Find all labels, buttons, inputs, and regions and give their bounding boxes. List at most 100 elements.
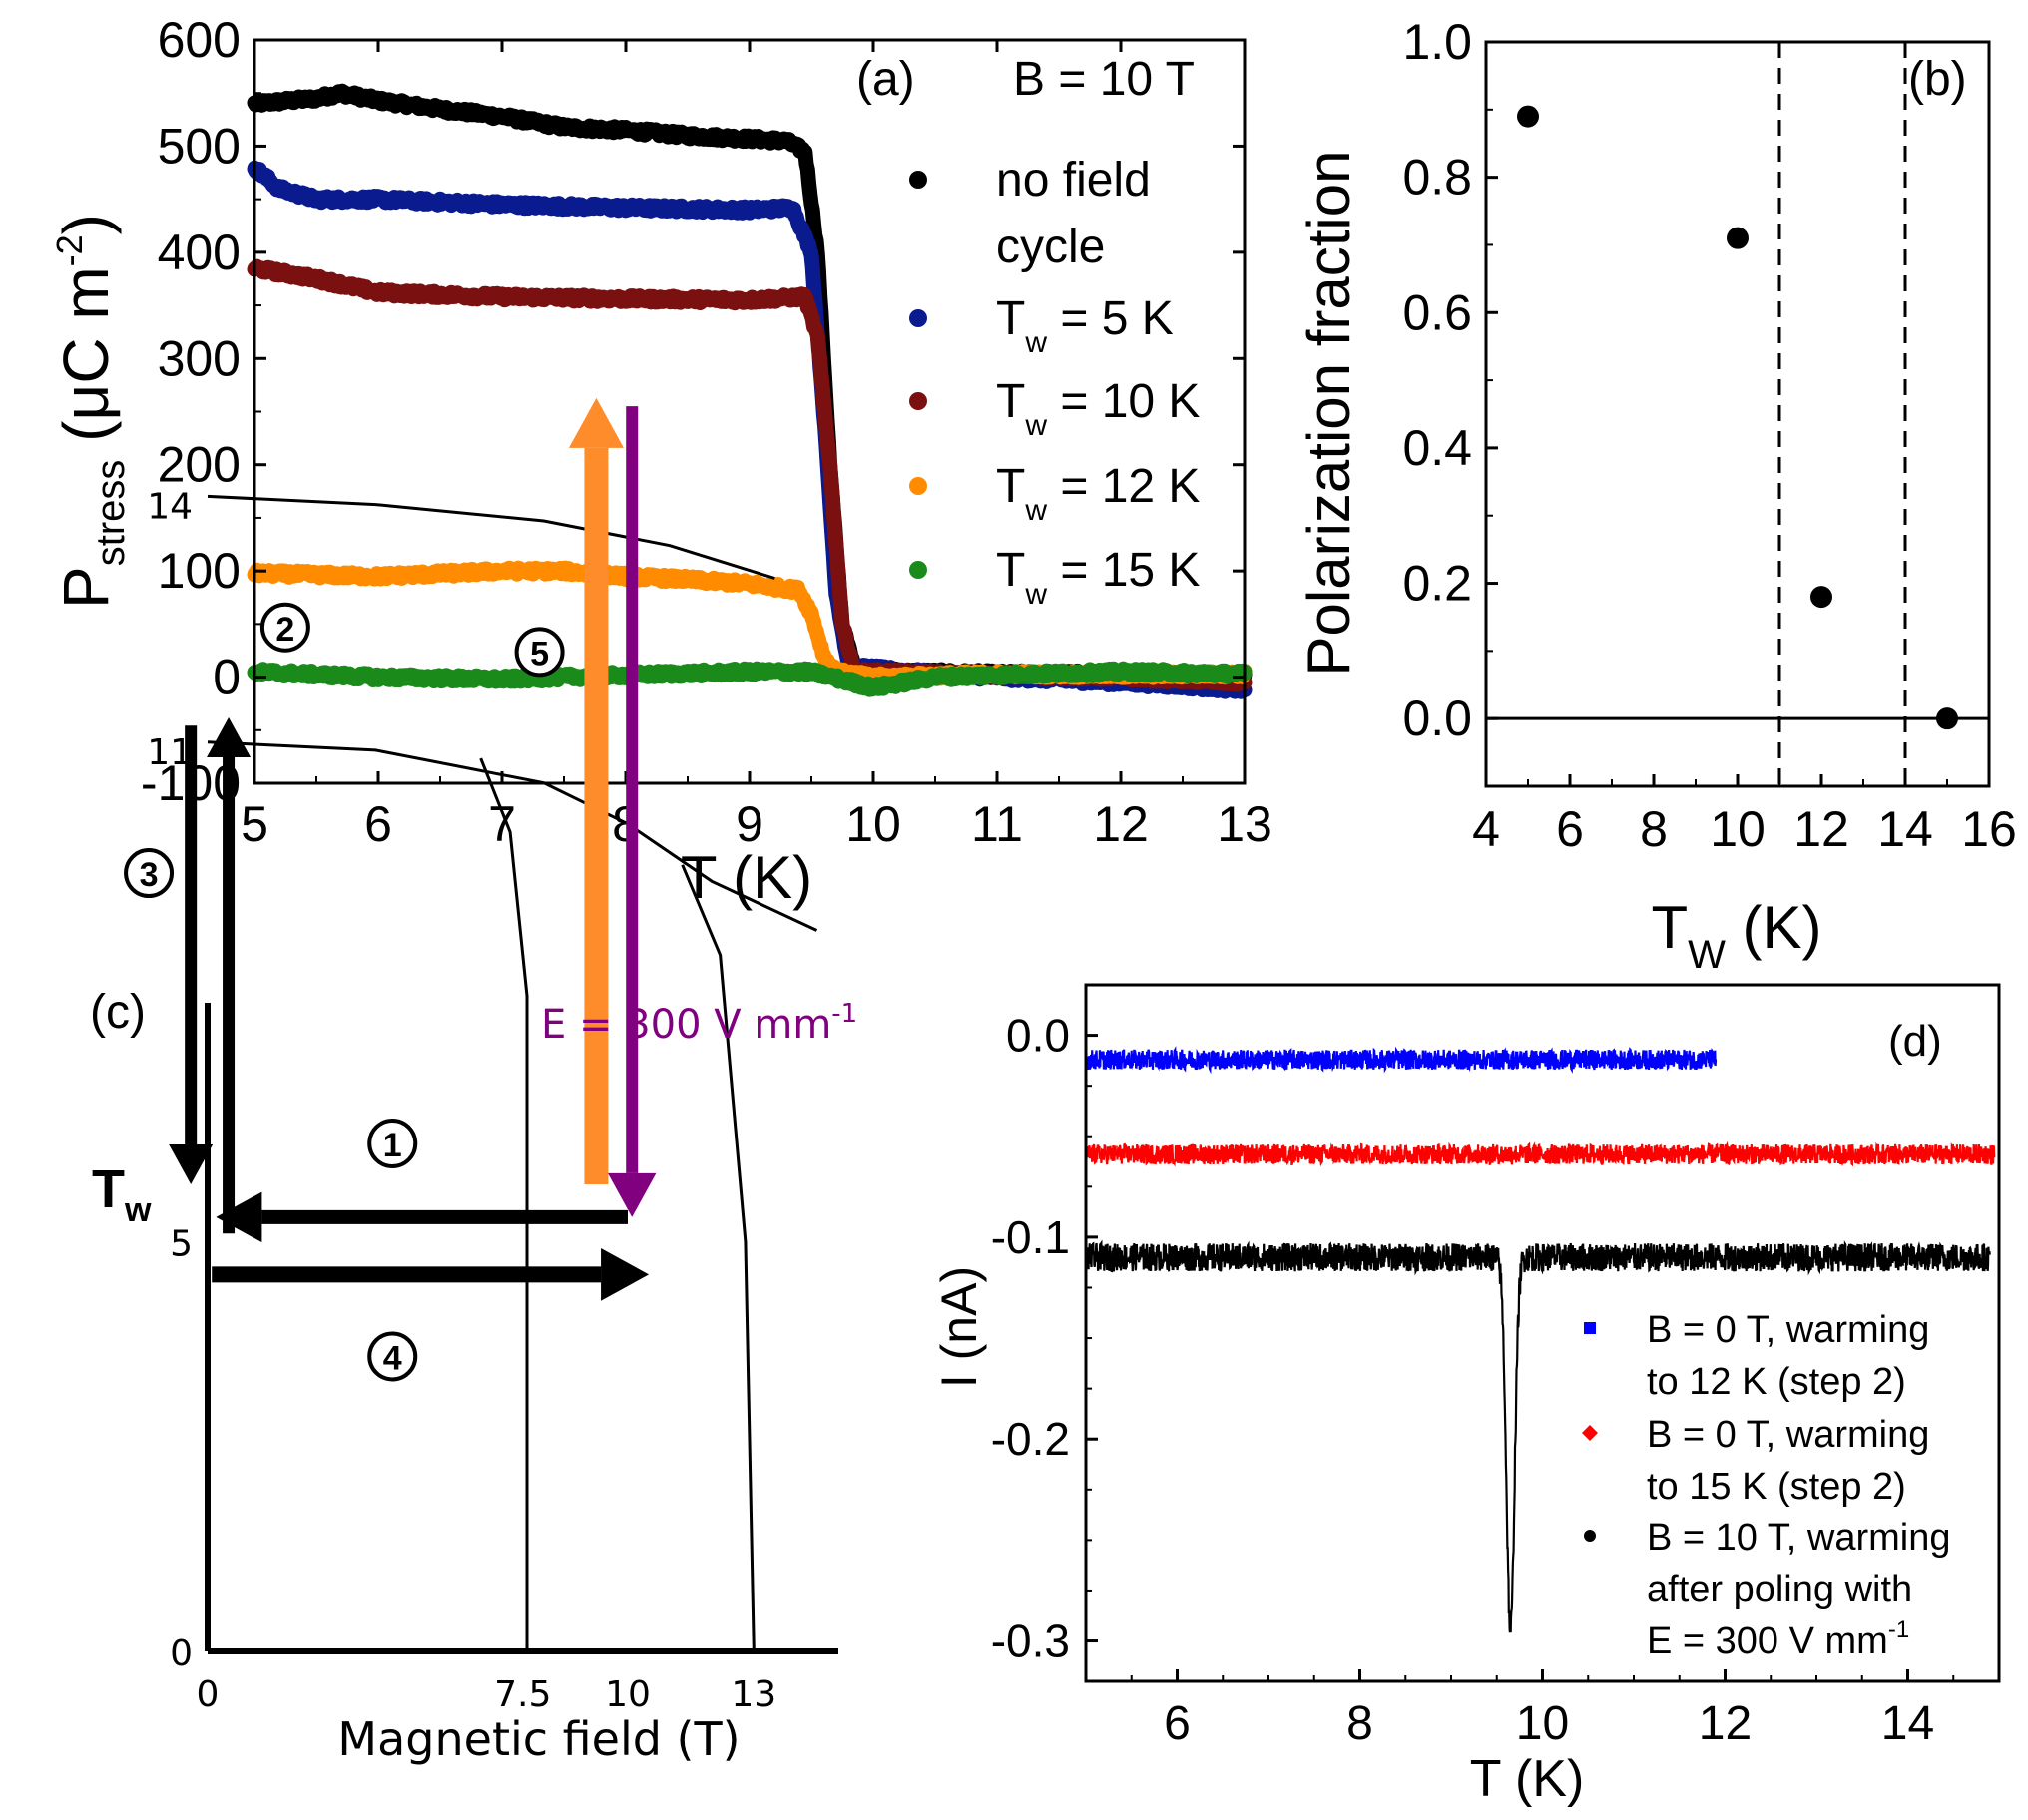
panel-c-arrow-step5-purple [608,406,657,1217]
panel-d-ytick-label: -0.2 [991,1413,1070,1465]
panel-a-point [309,91,323,106]
panel-d-ylabel-wrap: I (nA) [931,1266,987,1388]
panel-a-ytick-label: 100 [158,543,241,599]
panel-a-legend-text: cycle [996,221,1105,273]
panel-c-ytick-label: 14 [147,487,193,528]
panel-a-point [371,192,385,207]
panel-c-label: (c) [90,986,146,1039]
panel-c-ylabel-main: T [92,1159,125,1219]
panel-a-ytick-label: 400 [158,225,241,280]
panel-d-xtick-label: 8 [1346,1697,1373,1750]
panel-a-ylabel-sub: stress [89,460,133,567]
panel-b-ylabel-wrap: Polarization fraction [1295,151,1362,677]
panel-a-ylabel-sup: -2 [49,234,90,266]
panel-a-point [495,197,509,212]
panel-a-point [743,203,757,218]
panel-b-frame [1484,40,1991,788]
panel-d-legend-text: after poling with [1647,1569,1912,1610]
panel-a-ytick-label: 500 [158,118,241,174]
panel-b-xtick-label: 14 [1877,801,1933,857]
panel-a-point [557,564,571,579]
panel-c-arrow-step3-head [169,1144,214,1185]
panel-a-xtick-label: 12 [1093,796,1149,852]
panel-d-legend-sup: -1 [1888,1616,1909,1643]
panel-b-point [1517,105,1539,128]
panel-a-point [743,131,757,146]
panel-c-step-circle [259,602,310,653]
panel-c-step-marker: 3 [124,848,175,899]
panel-c-arrow-step3 [169,725,214,1185]
panel-a-point [495,564,509,579]
panel-d: 6 8 10 12 14 0.0 -0.1 -0.2 -0.3 (d) B = 0 T, war… [931,983,2001,1808]
panel-d-series [1084,1046,1996,1633]
panel-c-xtick-label: 10 [605,1674,651,1715]
panel-a-ytick-label: 600 [158,12,241,68]
panel-b-xlabel-sub: W [1688,933,1726,977]
panel-c-step-marker: 2 [259,602,310,653]
panel-b-ytick-label: 0.2 [1402,556,1472,612]
panel-b-xlabel: TW (K) [1651,894,1821,977]
panel-a-point [681,128,695,143]
panel-a-legend-marker [909,392,927,410]
panel-a-legend-marker [909,309,927,327]
panel-a-legend-text: Tw = 5 K [996,292,1174,359]
panel-a-legend-marker [909,171,927,189]
panel-a-point [619,201,633,216]
panel-d-ytick-label: 0.0 [1006,1010,1070,1062]
panel-a-point [779,134,794,149]
panel-a-xtick-label: 9 [736,796,763,852]
panel-a-point [371,93,385,108]
panel-a-point [804,606,818,621]
panel-a-xtick-label: 5 [241,796,268,852]
panel-a-point [743,665,757,680]
panel-a-point [495,109,509,124]
panel-d-series-line [1084,1046,1718,1075]
panel-b-ytick-label: 0.8 [1402,150,1472,206]
panel-c-xtick-label: 7.5 [494,1674,551,1715]
panel-a-ytick-label: 0 [213,650,241,705]
panel-a-legend-text: Tw = 15 K [996,544,1200,611]
panel-c-field-sup: -1 [831,999,857,1029]
panel-d-legend-text: B = 10 T, warming [1647,1517,1951,1559]
panel-b-ticks: 4 6 8 10 12 14 16 0.0 0.2 0.4 0.6 0.8 1.0 [1402,14,2016,857]
panel-b-xtick-label: 10 [1710,801,1766,857]
panel-c-phase-boundary [681,864,756,1652]
panel-a-legend-marker [909,561,927,579]
panel-a-point [495,672,509,686]
panel-b-xlabel-main: T [1651,894,1688,961]
panel-a-xtick-label: 11 [971,796,1023,852]
panel-a-legend-sub: w [1024,578,1047,611]
panel-b-xtick-label: 8 [1640,801,1668,857]
panel-d-ticks: 6 8 10 12 14 0.0 -0.1 -0.2 -0.3 [991,1010,1955,1750]
panel-c-phase-boundary [207,494,775,580]
panel-a-point [822,457,837,472]
panel-a-point [835,617,849,632]
svg-text:Pstress (μC m-2): Pstress (μC m-2) [49,214,133,609]
panel-c-arrow-step1 [216,1191,628,1243]
panel-a-point [810,330,825,344]
panel-b-xtick-label: 16 [1961,801,2017,857]
panel-a-point [866,681,880,695]
panel-c-arrow-step2-head [207,717,252,758]
panel-b-label: (b) [1908,53,1967,106]
panel-a-legend-sub: w [1024,326,1047,359]
panel-a-point [371,285,385,300]
panel-a-ylabel-unit: (μC m [50,266,122,459]
panel-c-step-circle [124,848,175,899]
panel-a-point [804,665,818,680]
panel-a-xtick-label: 6 [364,796,392,852]
panel-a-ytick-label: 300 [158,330,241,386]
panel-b-ylabel: Polarization fraction [1295,151,1362,677]
panel-b-point [1936,707,1958,730]
panel-a-point [333,86,348,101]
panel-a-ytick-label: 200 [158,437,241,493]
panel-a-legend-sub: w [1024,409,1047,442]
panel-d-legend-marker [1584,1530,1596,1542]
panel-b-xtick-label: 6 [1556,801,1584,857]
panel-c-phase-boundary [479,757,529,1651]
panel-a-point [309,271,323,286]
panel-d-legend-text: to 15 K (step 2) [1647,1466,1906,1508]
